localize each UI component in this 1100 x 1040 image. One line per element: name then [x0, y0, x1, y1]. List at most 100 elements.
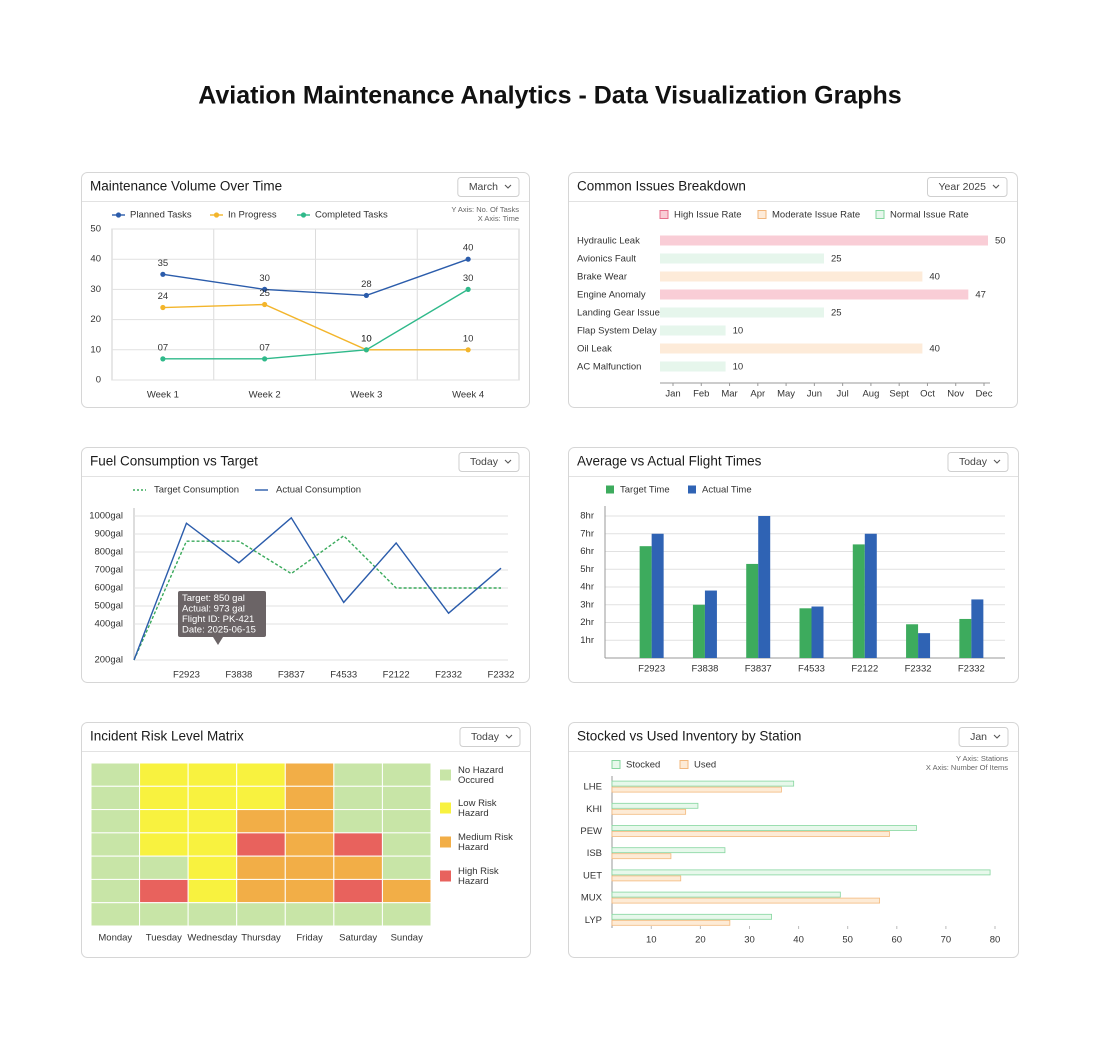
dropdown[interactable]: Today — [947, 452, 1009, 472]
y-tick-label: 1000gal — [89, 511, 123, 522]
bar — [611, 897, 881, 904]
y-tick-label: 3hr — [580, 599, 594, 610]
x-tick-label: Mar — [721, 389, 737, 400]
heat-cell — [90, 762, 141, 787]
dropdown-label[interactable]: Today — [471, 731, 500, 743]
dropdown-chevron[interactable] — [993, 459, 1001, 464]
bar — [660, 289, 969, 300]
x-tick-label: Monday — [98, 933, 132, 944]
data-label: 47 — [975, 290, 986, 301]
point — [262, 286, 268, 292]
heat-cell — [284, 785, 335, 811]
panel-title: Maintenance Volume Over Time — [90, 179, 282, 194]
dropdown-label[interactable]: Year 2025 — [939, 181, 987, 193]
y-tick-label: 40 — [90, 254, 101, 265]
x-tick-label: 20 — [695, 935, 706, 946]
point — [465, 256, 471, 262]
heat-cell — [236, 809, 286, 834]
data-label: 50 — [995, 236, 1006, 247]
legend-label: Target Consumption — [154, 485, 239, 496]
dropdown[interactable]: Year 2025 — [927, 177, 1008, 197]
y-tick-label: 800gal — [94, 547, 123, 558]
legend-swatch — [440, 870, 451, 882]
dropdown-box[interactable] — [958, 727, 1009, 747]
dropdown-chevron[interactable] — [505, 734, 513, 739]
dropdown-chevron[interactable] — [993, 734, 1001, 739]
data-label: 40 — [929, 272, 940, 283]
heat-cell — [139, 832, 189, 857]
series-line — [133, 516, 502, 661]
legend-label: High Risk Hazard — [458, 867, 499, 887]
x-tick-label: 80 — [990, 935, 1001, 946]
legend-label: Normal Issue Rate — [890, 210, 969, 221]
data-label: 40 — [929, 344, 940, 355]
dropdown-box[interactable] — [947, 452, 1009, 472]
x-tick-label: Sunday — [391, 933, 423, 944]
page-title: Aviation Maintenance Analytics - Data Vi… — [198, 82, 901, 110]
x-tick-label: F2332 — [905, 664, 932, 675]
bar — [611, 780, 795, 787]
heat-cell — [90, 832, 141, 857]
dropdown[interactable]: Today — [458, 452, 520, 472]
bar — [611, 875, 682, 882]
legend-swatch — [679, 760, 689, 769]
heat-cell — [187, 855, 238, 880]
series-line — [133, 534, 501, 661]
category-label: KHI — [586, 804, 602, 815]
category-label: Avionics Fault — [577, 254, 636, 265]
tooltip-line: Flight ID: PK-421 — [182, 614, 254, 625]
dropdown-label[interactable]: Today — [470, 456, 499, 468]
dropdown-label[interactable]: March — [469, 181, 498, 193]
data-label: 10 — [361, 333, 372, 344]
legend-swatch — [440, 836, 451, 848]
legend-label: Actual Consumption — [276, 485, 361, 496]
bar — [651, 533, 664, 658]
heat-cell — [381, 902, 432, 927]
dropdown-label[interactable]: Jan — [970, 731, 987, 743]
dropdown[interactable]: Jan — [958, 727, 1009, 747]
x-tick-label: 40 — [793, 935, 804, 946]
y-tick-label: 7hr — [580, 528, 594, 539]
point — [262, 356, 268, 362]
bar — [611, 869, 991, 876]
bar — [660, 271, 923, 282]
dropdown[interactable]: Today — [459, 727, 521, 747]
x-tick-label: F4533 — [330, 670, 357, 681]
dropdown-chevron[interactable] — [504, 184, 512, 189]
dropdown-box[interactable] — [459, 727, 521, 747]
dropdown-box[interactable] — [457, 177, 520, 197]
legend-swatch — [688, 485, 696, 494]
bar — [906, 624, 919, 658]
legend-label: Used — [694, 760, 716, 771]
panel-frame — [568, 447, 1019, 683]
dropdown-chevron[interactable] — [504, 459, 512, 464]
y-tick-label: 700gal — [94, 565, 123, 576]
legend-label: Completed Tasks — [315, 210, 388, 221]
x-tick-label: F2332 — [488, 670, 515, 681]
bar — [758, 516, 771, 658]
data-label: 24 — [158, 291, 169, 302]
x-tick-label: Saturday — [339, 933, 377, 944]
x-tick-label: F2923 — [638, 664, 665, 675]
dropdown-box[interactable] — [927, 177, 1008, 197]
legend-swatch — [611, 760, 621, 769]
x-tick-label: F4533 — [798, 664, 825, 675]
heat-cell — [236, 832, 286, 857]
heat-cell — [284, 762, 335, 787]
heat-cell — [333, 855, 383, 880]
dropdown-box[interactable] — [458, 452, 520, 472]
dropdown[interactable]: March — [457, 177, 520, 197]
y-tick-label: 900gal — [94, 529, 123, 540]
panel-title: Incident Risk Level Matrix — [90, 729, 244, 744]
x-tick-label: 70 — [941, 935, 952, 946]
y-tick-label: 400gal — [94, 619, 123, 630]
panel-title: Average vs Actual Flight Times — [577, 454, 762, 469]
dropdown-label[interactable]: Today — [959, 456, 988, 468]
heat-cell — [284, 855, 335, 880]
x-tick-label: 60 — [892, 935, 903, 946]
x-tick-label: Nov — [947, 389, 964, 400]
x-tick-label: F2122 — [383, 670, 410, 681]
data-label: 07 — [259, 342, 270, 353]
x-tick-label: Aug — [862, 389, 879, 400]
dropdown-chevron[interactable] — [992, 184, 1000, 189]
